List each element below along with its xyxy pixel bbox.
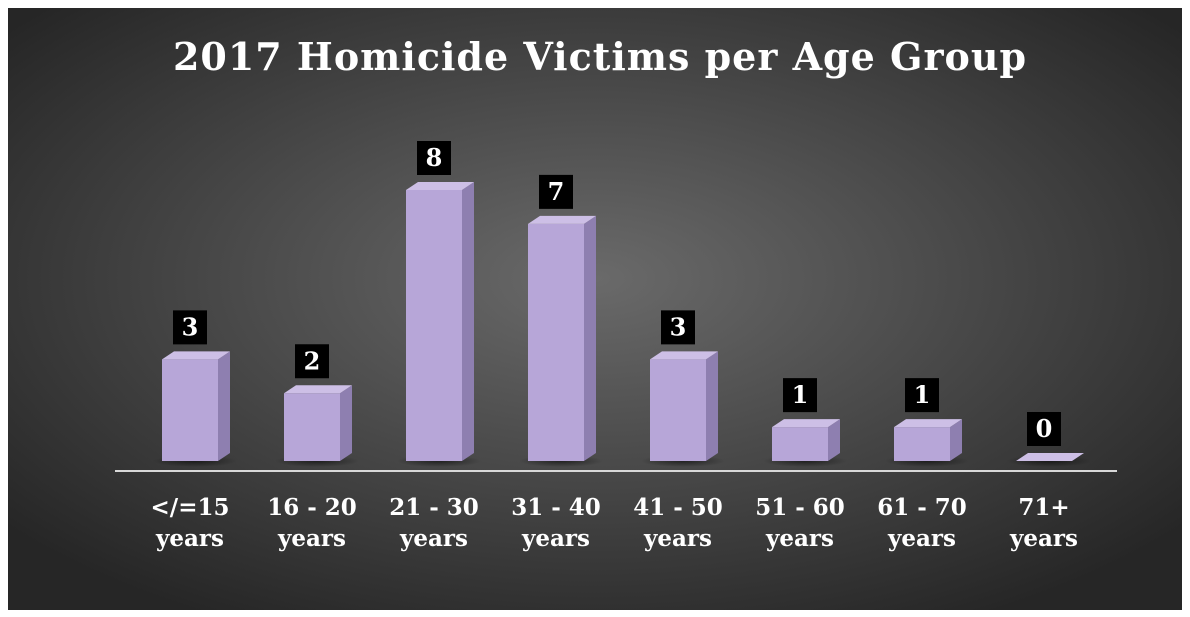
- bar-top: [284, 385, 352, 394]
- bar-side: [828, 419, 840, 461]
- bar: [406, 190, 462, 461]
- bar-top: [406, 182, 474, 190]
- value-label: 2: [304, 346, 321, 375]
- value-label: 3: [182, 312, 199, 341]
- value-label-box: [539, 174, 573, 209]
- value-label-box: [295, 344, 329, 379]
- bar-side: [706, 351, 718, 461]
- value-label-box: [173, 310, 207, 345]
- bar-top: [162, 351, 230, 360]
- value-label-box: [905, 378, 939, 413]
- bar: [284, 393, 340, 461]
- x-tick-label: 41 - 50 years: [633, 494, 723, 552]
- bar-side: [950, 419, 962, 461]
- value-label: 7: [548, 177, 565, 206]
- value-label-box: [1027, 412, 1061, 446]
- value-label: 3: [670, 312, 687, 341]
- bar-side: [584, 215, 596, 461]
- x-tick-label: 21 - 30 years: [389, 494, 479, 552]
- x-tick-label: 31 - 40 years: [511, 494, 601, 552]
- bar: [894, 427, 950, 461]
- value-label-box: [417, 141, 451, 175]
- x-tick-label: 61 - 70 years: [877, 494, 967, 552]
- value-label: 1: [914, 380, 931, 409]
- bar-side: [340, 385, 352, 461]
- value-label-box: [783, 378, 817, 413]
- bar-top: [528, 215, 596, 224]
- value-label-box: [661, 310, 695, 345]
- bar-top: [650, 351, 718, 360]
- bar-top: [1016, 453, 1084, 461]
- bar: [650, 359, 706, 461]
- value-label: 8: [426, 143, 443, 172]
- bar: [772, 427, 828, 461]
- x-tick-label: 16 - 20 years: [267, 494, 357, 552]
- x-tick-label: </=15 years: [151, 494, 230, 552]
- chart-title: 2017 Homicide Victims per Age Group: [173, 34, 1027, 79]
- bar: [528, 223, 584, 461]
- value-label: 1: [792, 380, 809, 409]
- bar-side: [462, 182, 474, 461]
- bar: [162, 359, 218, 461]
- x-tick-label: 71+ years: [1009, 494, 1078, 552]
- value-label: 0: [1036, 414, 1053, 443]
- x-tick-label: 51 - 60 years: [755, 494, 845, 552]
- bar-top: [772, 419, 840, 428]
- bar-top: [894, 419, 962, 428]
- bar-side: [218, 351, 230, 461]
